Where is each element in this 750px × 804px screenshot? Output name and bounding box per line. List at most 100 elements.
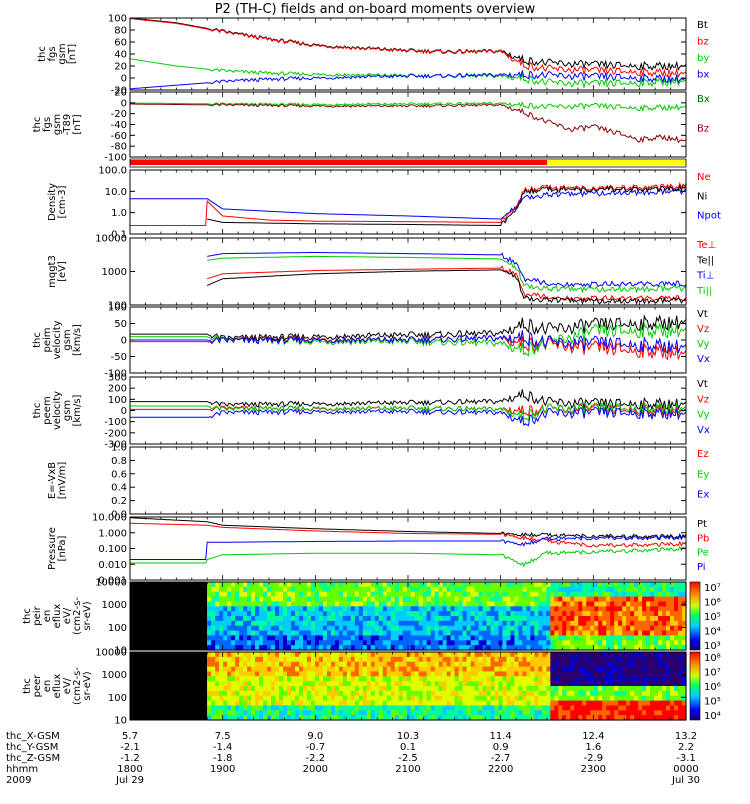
panel-peer_en_eflux-cell xyxy=(302,700,308,707)
panel-peer_en_eflux-cell xyxy=(378,705,384,711)
panel-peir_en_eflux-cell xyxy=(678,596,683,603)
panel-peir_en_eflux-cell xyxy=(514,625,520,632)
panel-peer_en_eflux-cell xyxy=(586,690,591,697)
panel-peir_en_eflux-cell xyxy=(390,586,396,593)
panel-peir_en_eflux-cell xyxy=(394,591,400,598)
panel-peer_en_eflux-cell xyxy=(235,695,240,702)
panel-peir_en_eflux-cell xyxy=(450,620,456,627)
panel-peer_en_eflux-cell xyxy=(227,686,232,692)
panel-peir_en_eflux-cell xyxy=(227,625,232,632)
panel-peer_en_eflux-cell xyxy=(342,690,348,697)
panel-peir_en_eflux-cell xyxy=(318,582,324,588)
panel-peir_en_eflux-cell xyxy=(602,591,607,598)
panel-peer_en_eflux-cell xyxy=(590,671,595,677)
panel-peer_en_eflux-cell xyxy=(350,695,356,702)
panel-peir_en_eflux-cell xyxy=(482,640,488,646)
panel-peer_en_eflux-cell xyxy=(275,710,280,716)
panel-peir_en_eflux-cell xyxy=(231,635,236,641)
panel-peir_en_eflux-cell xyxy=(263,640,268,646)
panel-peer_en_eflux-cell xyxy=(522,705,528,711)
panel-peer_en_eflux-cell xyxy=(243,710,248,716)
panel-peir_en_eflux-cell xyxy=(283,606,288,612)
panel-peir_en_eflux-cell xyxy=(662,625,667,632)
panel-peer_en_eflux-cell xyxy=(530,661,535,668)
panel-peir_en_eflux-cell xyxy=(558,635,563,641)
panel-peer_en_eflux-cell xyxy=(271,666,276,673)
panel-peir_en_eflux-cell xyxy=(326,616,332,622)
panel-peir_en_eflux-cell xyxy=(558,582,563,588)
panel-peir_en_eflux-cell xyxy=(550,620,555,627)
panel-peir_en_eflux-cell xyxy=(398,630,404,637)
panel-peir_en_eflux-cell xyxy=(482,582,488,588)
panel-peir_en_eflux-cell xyxy=(322,620,328,627)
panel-peir_en_eflux-cell xyxy=(215,596,220,603)
panel-peir_en_eflux-cell xyxy=(334,630,340,637)
panel-peir_en_eflux-cell xyxy=(590,645,595,651)
panel-peir_en_eflux-cell xyxy=(478,635,484,641)
panel-peir_en_eflux-cell xyxy=(291,611,296,617)
panel-peir_en_eflux-cell xyxy=(502,596,508,603)
panel-peer_en_eflux-cell xyxy=(219,681,224,687)
panel-peer_en_eflux-cell xyxy=(570,661,575,668)
panel-peer_en_eflux-cell xyxy=(438,656,444,663)
panel-peir_en_eflux-cell xyxy=(294,606,300,612)
panel-peir_en_eflux-cell xyxy=(279,586,284,593)
panel-peir_en_eflux-cell xyxy=(279,620,284,627)
panel-peer_en_eflux-cell xyxy=(414,700,420,707)
panel-peir_en_eflux-cell xyxy=(562,630,567,637)
xaxis-value: 2300 xyxy=(581,764,606,775)
panel-peer_en_eflux-colorbar-label: 10⁷ xyxy=(704,668,721,679)
panel-peir_en_eflux-cell xyxy=(402,596,408,603)
panel-peer_en_eflux-cell xyxy=(306,656,312,663)
panel-peir_en_eflux-cell xyxy=(558,630,563,637)
panel-peer_en_eflux-cell xyxy=(354,715,360,721)
panel-peir_en_eflux-cell xyxy=(275,616,280,622)
panel-peer_en_eflux-cell xyxy=(370,695,376,702)
panel-peir_en_eflux-cell xyxy=(434,640,440,646)
panel-peir_en_eflux-cell xyxy=(235,596,240,603)
panel-peer_en_eflux-cell xyxy=(382,671,388,677)
panel-peer_en_eflux-cell xyxy=(542,681,547,687)
panel-peer_en_eflux-cell xyxy=(498,695,504,702)
panel-peer_en_eflux-cell xyxy=(486,686,492,692)
panel-peer_en_eflux-cell xyxy=(402,686,408,692)
panel-peir_en_eflux-cell xyxy=(470,601,476,607)
panel-peir_en_eflux-cell xyxy=(478,601,484,607)
panel-peer_en_eflux-cell xyxy=(566,681,571,687)
panel-peer_en_eflux-cell xyxy=(255,705,260,711)
panel-peir_en_eflux-cell xyxy=(251,611,256,617)
panel-peir_en_eflux-cell xyxy=(275,596,280,603)
panel-peer_en_eflux-cell xyxy=(422,695,428,702)
panel-peer_en_eflux-cell xyxy=(490,695,496,702)
panel-peir_en_eflux-cell xyxy=(414,601,420,607)
panel-peer_en_eflux-cell xyxy=(618,695,623,702)
panel-peir_en_eflux-cell xyxy=(502,591,508,598)
panel-peir_en_eflux-cell xyxy=(626,635,631,641)
panel-peer_en_eflux-cell xyxy=(566,695,571,702)
panel-peer_en_eflux-cell xyxy=(574,695,579,702)
panel-peer_en_eflux-cell xyxy=(263,652,268,658)
panel-peer_en_eflux-cell xyxy=(622,676,627,682)
panel-peer_en_eflux-cell xyxy=(418,671,424,677)
panel-peer_en_eflux-cell xyxy=(438,695,444,702)
panel-peir_en_eflux-cell xyxy=(630,635,635,641)
panel-peir_en_eflux-cell xyxy=(570,635,575,641)
panel-peer_en_eflux-cell xyxy=(378,690,384,697)
panel-peir_en_eflux-cell xyxy=(626,620,631,627)
panel-peir_en_eflux-cell xyxy=(582,625,587,632)
panel-peir_en_eflux-cell xyxy=(406,606,412,612)
panel-peir_en_eflux-cell xyxy=(342,606,348,612)
panel-peer_en_eflux-cell xyxy=(646,671,651,677)
panel-peer_en_eflux-cell xyxy=(235,690,240,697)
panel-peir_en_eflux-cell xyxy=(350,625,356,632)
panel-peir_en_eflux-cell xyxy=(446,625,452,632)
panel-peir_en_eflux-cell xyxy=(342,596,348,603)
panel-peer_en_eflux-cell xyxy=(219,710,224,716)
panel-peir_en_eflux-cell xyxy=(334,640,340,646)
panel-peer_en_eflux-cell xyxy=(247,652,252,658)
panel-peir_en_eflux-cell xyxy=(406,635,412,641)
panel-peer_en_eflux-cell xyxy=(386,710,392,716)
panel-peer_en_eflux-cell xyxy=(582,681,587,687)
panel-peir_en_eflux-cell xyxy=(550,582,555,588)
panel-peir_en_eflux-cell xyxy=(326,591,332,598)
